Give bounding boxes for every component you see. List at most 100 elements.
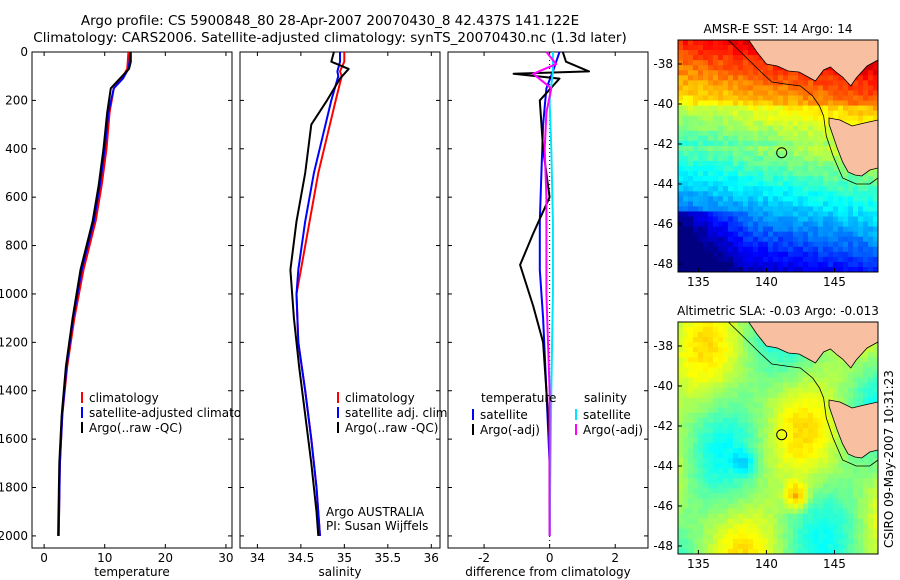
field-cell (798, 493, 804, 500)
field-cell (818, 110, 824, 117)
field-cell (703, 392, 709, 399)
field-cell (783, 352, 789, 358)
field-cell (733, 110, 739, 117)
x-tick-label: 140 (755, 275, 778, 289)
field-cell (763, 156, 769, 162)
field-cell (693, 95, 699, 102)
field-cell (758, 95, 764, 102)
field-cell (863, 498, 869, 505)
field-cell (688, 427, 694, 434)
bathymetry-contour (728, 322, 878, 467)
field-cell (708, 548, 714, 554)
field-cell (833, 488, 839, 495)
field-cell (808, 231, 814, 238)
field-cell (868, 453, 874, 459)
field-cell (713, 483, 719, 490)
field-cell (683, 498, 689, 505)
field-cell (778, 473, 784, 479)
field-cell (873, 392, 878, 399)
field-cell (803, 90, 809, 97)
field-cell (763, 65, 769, 71)
field-cell (743, 95, 749, 102)
field-cell (823, 251, 829, 258)
field-cell (713, 161, 719, 167)
field-cell (743, 407, 749, 414)
field-cell (873, 226, 878, 233)
field-cell (778, 463, 784, 469)
field-cell (803, 196, 809, 202)
field-cell (708, 176, 714, 182)
field-cell (823, 538, 829, 545)
field-cell (758, 70, 764, 76)
field-cell (713, 191, 719, 197)
field-cell (773, 150, 779, 157)
field-cell (873, 543, 878, 550)
field-cell (683, 548, 689, 554)
field-cell (778, 407, 784, 414)
field-cell (763, 211, 769, 218)
field-cell (723, 176, 729, 182)
field-cell (708, 120, 714, 127)
field-cell (803, 377, 809, 384)
field-cell (793, 412, 799, 419)
field-cell (783, 528, 789, 535)
field-cell (733, 513, 739, 520)
field-cell (683, 372, 689, 379)
field-cell (733, 40, 739, 46)
field-cell (828, 443, 834, 449)
field-cell (683, 156, 689, 162)
field-cell (698, 60, 704, 66)
field-cell (768, 216, 774, 223)
field-cell (793, 493, 799, 500)
field-cell (738, 186, 744, 192)
field-cell (858, 211, 864, 218)
field-cell (718, 55, 724, 61)
field-cell (783, 412, 789, 419)
field-cell (718, 538, 724, 545)
field-cell (693, 417, 699, 424)
field-cell (793, 508, 799, 515)
field-cell (833, 392, 839, 399)
field-cell (683, 352, 689, 358)
field-cell (698, 211, 704, 218)
field-cell (873, 201, 878, 208)
field-cell (728, 513, 734, 520)
field-cell (733, 523, 739, 530)
field-cell (693, 538, 699, 545)
field-cell (783, 453, 789, 459)
field-cell (863, 70, 869, 76)
field-cell (748, 458, 754, 464)
field-cell (688, 397, 694, 404)
field-cell (873, 231, 878, 238)
field-cell (693, 251, 699, 258)
field-cell (688, 176, 694, 182)
field-cell (733, 85, 739, 92)
field-cell (778, 468, 784, 474)
field-cell (843, 387, 849, 394)
field-cell (793, 438, 799, 444)
field-cell (803, 266, 809, 272)
field-cell (803, 367, 809, 374)
field-cell (678, 412, 684, 419)
field-cell (788, 80, 794, 86)
field-cell (868, 377, 874, 384)
field-cell (718, 115, 724, 122)
field-cell (778, 528, 784, 535)
field-cell (793, 145, 799, 152)
field-cell (728, 171, 734, 177)
field-cell (708, 140, 714, 147)
field-cell (733, 377, 739, 384)
field-cell (763, 427, 769, 434)
field-cell (708, 110, 714, 117)
field-cell (818, 357, 824, 363)
field-cell (703, 473, 709, 479)
field-cell (708, 493, 714, 500)
field-cell (828, 548, 834, 554)
field-cell (808, 216, 814, 223)
field-cell (868, 75, 874, 81)
field-cell (753, 387, 759, 394)
field-cell (703, 70, 709, 76)
field-cell (823, 357, 829, 363)
field-cell (768, 422, 774, 429)
field-cell (808, 422, 814, 429)
